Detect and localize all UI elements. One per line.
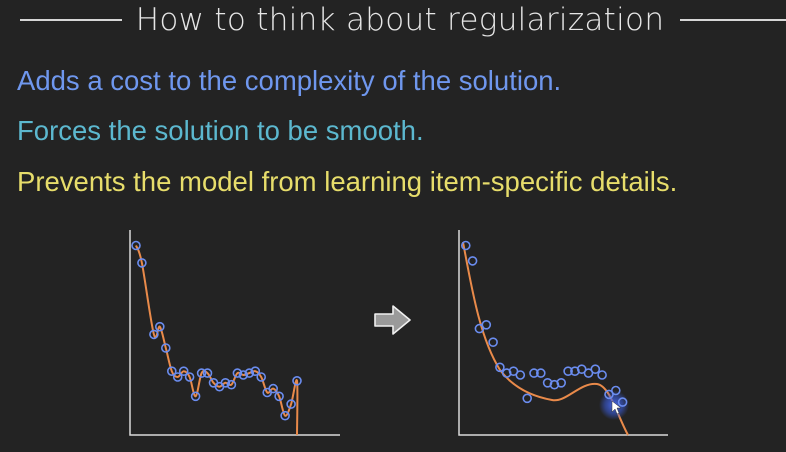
- regularized-data-point-18: [576, 364, 587, 374]
- overfit-data-point-19: [244, 368, 255, 378]
- plots-illustration: [129, 230, 668, 436]
- overfit-data-point-23: [268, 383, 279, 394]
- overfit-data-point-3: [149, 329, 159, 340]
- overfit-data-point-4: [155, 321, 165, 332]
- overfit-data-point-16: [226, 379, 237, 390]
- overfit-data-point-6: [167, 366, 177, 376]
- regularized-data-point-21: [597, 370, 607, 380]
- overfit-data-point-12: [202, 368, 213, 378]
- overfit-data-point-18: [238, 370, 249, 380]
- regularized-data-point-6: [495, 362, 505, 373]
- regularized-data-points: [460, 240, 628, 407]
- overfit-data-point-2: [137, 258, 147, 268]
- regularized-data-point-1: [460, 240, 471, 251]
- regularized-data-point-2: [467, 256, 478, 266]
- overfit-data-point-10: [190, 391, 201, 402]
- overfit-data-point-15: [220, 378, 231, 388]
- title-rule-left: [20, 19, 122, 21]
- regularized-plot: [458, 230, 668, 436]
- overfit-data-point-27: [292, 376, 302, 386]
- right-arrow-icon: [374, 305, 411, 335]
- overfit-data-point-26: [286, 399, 296, 409]
- slide-header: How to think about regularization: [0, 0, 786, 40]
- overfit-data-point-17: [232, 368, 243, 378]
- regularized-data-point-23: [610, 385, 621, 396]
- regularized-data-point-24: [617, 397, 628, 407]
- overfit-data-point-25: [280, 410, 290, 421]
- overfit-plot-axes: [129, 230, 340, 436]
- overfit-curve: [135, 245, 299, 436]
- regularized-data-point-10: [522, 393, 533, 404]
- bullet-complexity-cost: Adds a cost to the complexity of the sol…: [17, 65, 562, 96]
- slide-title: How to think about regularization: [135, 2, 665, 38]
- regularized-data-point-15: [556, 378, 567, 388]
- regularized-data-point-22: [604, 389, 614, 400]
- regularized-plot-axes: [458, 230, 668, 436]
- regularized-data-point-20: [590, 364, 601, 374]
- mouse-cursor-icon: [611, 400, 622, 415]
- regularized-data-point-4: [481, 320, 492, 330]
- regularized-data-point-19: [583, 368, 594, 378]
- overfit-data-point-7: [172, 372, 183, 382]
- overfit-data-point-21: [256, 372, 267, 382]
- regularized-data-point-5: [488, 337, 498, 347]
- overfit-data-point-20: [250, 366, 261, 376]
- regularized-data-point-12: [535, 368, 546, 378]
- overfit-data-point-5: [161, 343, 171, 353]
- bullet-item-specific-details: Prevents the model from learning item-sp…: [17, 166, 678, 197]
- overfit-data-point-24: [274, 391, 284, 402]
- overfit-data-point-9: [184, 372, 195, 382]
- bullet-smooth-solution: Forces the solution to be smooth.: [17, 115, 424, 146]
- regularized-data-point-16: [563, 366, 573, 376]
- overfit-data-point-1: [131, 240, 141, 251]
- overfit-data-point-8: [178, 366, 189, 376]
- overfit-plot: [129, 230, 340, 436]
- overfit-data-point-11: [196, 368, 207, 378]
- title-rule-right: [680, 19, 786, 21]
- overfit-data-points: [131, 240, 302, 421]
- regularized-data-point-9: [515, 370, 526, 380]
- regularized-data-point-11: [529, 368, 539, 378]
